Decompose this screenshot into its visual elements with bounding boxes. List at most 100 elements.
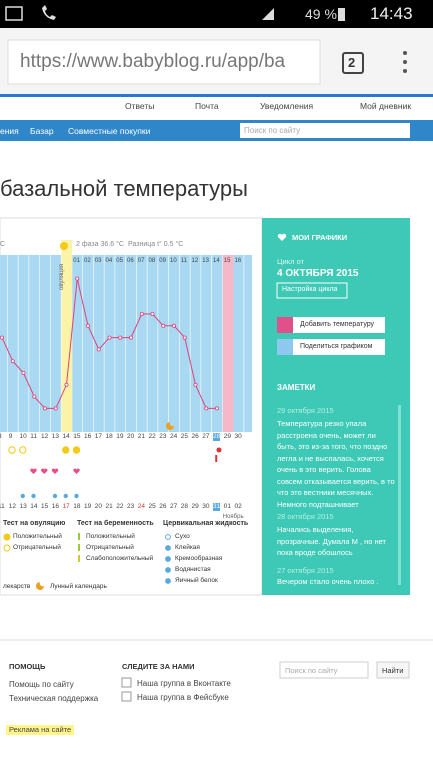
footer-link[interactable]: Реклама на сайте	[9, 725, 72, 734]
date: 12	[8, 503, 16, 510]
url[interactable]: https://www.babyblog.ru/app/ba	[20, 51, 286, 72]
footer-link[interactable]: Техническая поддержка	[9, 694, 99, 703]
legend-icon	[165, 534, 171, 540]
share-button[interactable]	[277, 339, 385, 355]
footer-search-button[interactable]	[376, 661, 410, 679]
footer-title: ПОМОЩЬ	[9, 662, 46, 671]
date: 26	[159, 503, 167, 510]
phase-day: 15	[223, 258, 231, 264]
temperature-point	[64, 382, 69, 387]
phase-day: 16	[234, 258, 242, 264]
legend-icon	[78, 533, 80, 540]
cycle-date: 4 ОКТЯБРЯ 2015	[277, 268, 359, 279]
legend-title: Тест на овуляцию	[3, 520, 66, 527]
top-nav-link[interactable]: Почта	[195, 101, 219, 111]
note-date: 27 октября 2015	[277, 566, 334, 575]
temperature-point	[86, 323, 91, 328]
date: 27	[170, 503, 178, 510]
date: 28	[213, 433, 221, 441]
add-temp-button[interactable]	[277, 317, 385, 333]
legend-icon	[165, 578, 171, 584]
note-text: Вечером стало очень плохо .	[277, 577, 379, 586]
footer-search[interactable]	[279, 661, 369, 679]
menu-dot	[403, 69, 407, 73]
temperature-point	[53, 406, 58, 411]
temperature-point	[204, 406, 209, 411]
footer-link[interactable]: Помощь по сайту	[9, 680, 74, 689]
url-box[interactable]	[7, 39, 321, 85]
date: 15	[73, 433, 81, 440]
main-nav-link[interactable]: Совместные покупки	[68, 126, 151, 136]
date: 16	[84, 433, 92, 440]
top-nav-link[interactable]: Мой дневник	[360, 101, 412, 111]
legend-icon	[3, 544, 11, 552]
add-temp-label[interactable]: Добавить температуру	[300, 321, 375, 328]
date: 19	[84, 503, 92, 510]
date: 10	[19, 433, 27, 440]
note-date: 28 октября 2015	[277, 512, 334, 521]
note-text: Температура резко упала расстроена очень…	[277, 419, 395, 509]
legend-moon	[36, 582, 44, 590]
gallery-icon	[5, 6, 23, 21]
legend-icon	[78, 555, 80, 562]
search-placeholder[interactable]: Поиск по сайту	[244, 126, 301, 135]
difference-label: Разница t° 0.5 °C	[128, 241, 184, 248]
heart-icon	[41, 468, 48, 474]
main-nav-link[interactable]: Базар	[30, 126, 54, 136]
date: 15	[41, 503, 49, 510]
temperature-point	[161, 323, 166, 328]
menu-dot[interactable]	[403, 51, 407, 55]
date: 30	[202, 503, 210, 510]
settings-link[interactable]: Настройка цикла	[282, 286, 338, 293]
search-box[interactable]	[240, 123, 410, 138]
phase-day: 03	[94, 258, 102, 264]
date: 27	[202, 433, 210, 440]
legend-item: Клейкая	[175, 544, 200, 551]
search-placeholder[interactable]: Поиск по сайту	[285, 666, 338, 675]
main-nav-link[interactable]: ения	[0, 126, 19, 136]
temperature-point	[107, 335, 112, 340]
note-date: 29 октября 2015	[277, 406, 334, 415]
scrollbar	[398, 405, 401, 585]
legend-item: Водянистая	[175, 566, 211, 573]
legend-title: Тест на беременность	[77, 520, 154, 527]
top-nav-link[interactable]: Уведомления	[260, 101, 314, 111]
drop-icon	[63, 493, 68, 499]
date: 17	[94, 433, 102, 440]
date: 24	[137, 503, 145, 510]
date: 29	[223, 433, 231, 440]
date: 24	[170, 433, 178, 440]
notes-title: ЗАМЕТКИ	[277, 383, 316, 392]
progress-bar	[0, 94, 433, 97]
date: 26	[191, 433, 199, 440]
settings-button[interactable]	[276, 282, 348, 299]
footer-link[interactable]: Наша группа в Фейсбуке	[137, 693, 229, 702]
phase-day: 06	[127, 258, 134, 264]
month: Ноябрь	[222, 514, 244, 520]
phase-day: 01	[73, 258, 80, 264]
tabs-button[interactable]	[342, 52, 364, 74]
tab-count[interactable]: 2	[348, 55, 356, 70]
date: 23	[159, 433, 167, 440]
date: 17	[62, 503, 70, 510]
status-bar	[0, 0, 433, 28]
chart-unit: C	[0, 241, 6, 248]
search-button[interactable]: Найти	[382, 666, 404, 675]
date: 21	[105, 503, 113, 510]
legend-icon	[3, 533, 11, 541]
legend-item: Кремообразная	[175, 555, 223, 562]
date: 30	[234, 433, 242, 440]
top-nav-link[interactable]: Ответы	[125, 101, 155, 111]
battery-icon	[338, 8, 345, 21]
share-label[interactable]: Поделиться графиком	[300, 343, 373, 350]
phase-day: 08	[148, 258, 156, 264]
temperature-point	[0, 335, 4, 340]
phase-day: 10	[170, 258, 177, 264]
cycle-from: Цикл от	[277, 257, 305, 266]
sidebar-title[interactable]: МОИ ГРАФИКИ	[292, 233, 348, 242]
date: 22	[116, 503, 124, 510]
footer-link[interactable]: Наша группа в Вконтакте	[137, 679, 231, 688]
drop-icon	[74, 493, 79, 499]
